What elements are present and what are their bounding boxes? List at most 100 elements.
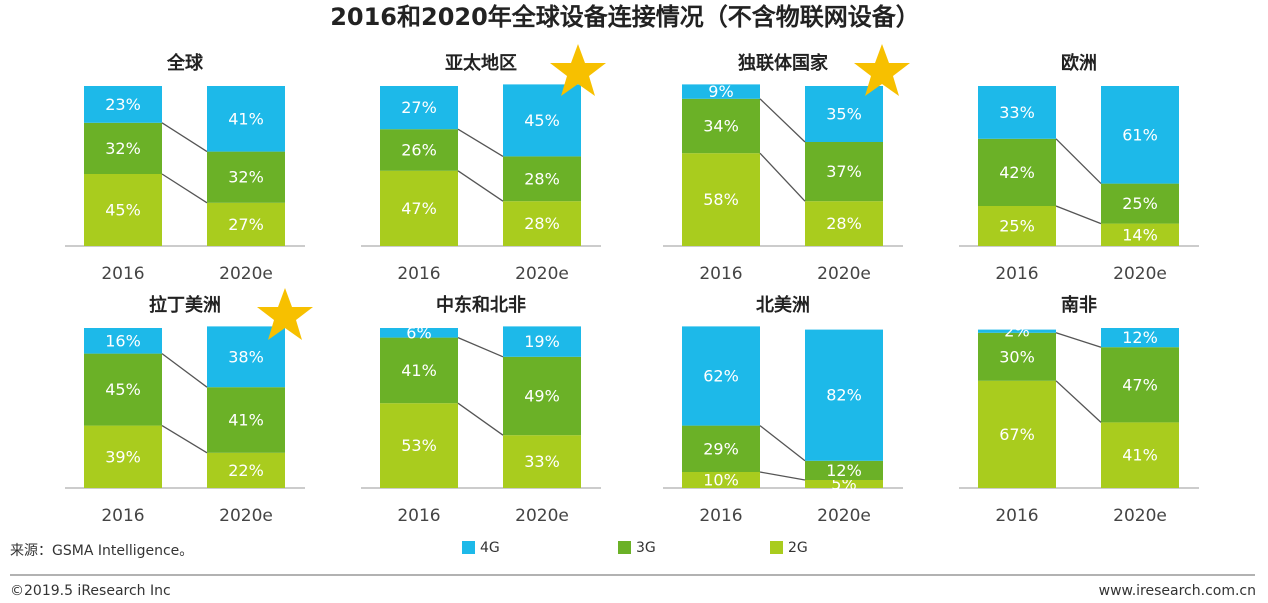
bar-segment <box>1101 86 1179 184</box>
legend-swatch <box>462 541 475 554</box>
bar-segment <box>682 326 760 426</box>
bar-segment <box>682 84 760 99</box>
legend-label: 4G <box>480 540 500 556</box>
legend-swatch <box>770 541 783 554</box>
bar-segment <box>978 86 1056 139</box>
bar-segment <box>1101 328 1179 348</box>
bar-segment <box>805 201 883 246</box>
x-tick-label: 2016 <box>699 264 742 284</box>
x-tick-label: 2016 <box>995 506 1038 526</box>
value-label: 26% <box>401 141 437 160</box>
bar-segment <box>380 403 458 488</box>
value-label: 16% <box>105 331 141 350</box>
x-tick-label: 2016 <box>699 506 742 526</box>
bar-segment <box>503 326 581 357</box>
bar-segment <box>207 452 285 488</box>
value-label: 49% <box>524 387 560 406</box>
legend-label: 3G <box>636 540 656 556</box>
value-label: 61% <box>1122 125 1158 144</box>
bar-segment <box>805 86 883 142</box>
value-label: 27% <box>228 215 264 234</box>
bar-segment <box>380 328 458 338</box>
value-label: 41% <box>1122 446 1158 465</box>
bar-segment <box>978 329 1056 333</box>
value-label: 47% <box>1122 375 1158 394</box>
x-tick-label: 2016 <box>397 264 440 284</box>
panel-title: 全球 <box>166 52 204 74</box>
connector <box>457 402 504 436</box>
value-label: 10% <box>703 471 739 490</box>
panel-title: 南非 <box>1061 294 1097 316</box>
legend-swatch <box>618 541 631 554</box>
x-tick-label: 2020e <box>515 506 569 526</box>
value-label: 41% <box>228 411 264 430</box>
bar-segment <box>682 472 760 488</box>
bar-segment <box>503 156 581 202</box>
x-tick-label: 2016 <box>101 506 144 526</box>
value-label: 28% <box>524 214 560 233</box>
bar-segment <box>84 353 162 426</box>
x-tick-label: 2020e <box>219 264 273 284</box>
value-label: 82% <box>826 386 862 405</box>
bar-segment <box>805 329 883 461</box>
bar-segment <box>978 380 1056 488</box>
x-tick-label: 2016 <box>995 264 1038 284</box>
panel-title: 北美洲 <box>756 294 810 316</box>
value-label: 47% <box>401 199 437 218</box>
value-label: 14% <box>1122 225 1158 244</box>
connector <box>1055 205 1102 225</box>
bar-segment <box>207 202 285 246</box>
value-label: 33% <box>999 103 1035 122</box>
x-tick-label: 2020e <box>1113 264 1167 284</box>
bar-segment <box>380 129 458 171</box>
connector <box>1055 380 1102 423</box>
value-label: 35% <box>826 105 862 124</box>
bar-segment <box>1101 183 1179 224</box>
bar-segment <box>503 84 581 157</box>
bar-segment <box>84 122 162 174</box>
bar-segment <box>1101 422 1179 488</box>
charts: 全球 45% 32% 23% 2016 27% 32% 41% 2020e 亚太地区 47% 26% 2… <box>65 52 1199 526</box>
connector <box>161 353 208 388</box>
panel-title: 欧洲 <box>1061 52 1097 74</box>
value-label: 58% <box>703 190 739 209</box>
value-label: 34% <box>703 117 739 136</box>
value-label: 9% <box>708 82 733 101</box>
star <box>550 44 606 96</box>
copyright: ©2019.5 iResearch Inc <box>10 583 171 599</box>
x-tick-label: 2016 <box>397 506 440 526</box>
main-title: 2016和2020年全球设备连接情况（不含物联网设备） <box>330 3 920 31</box>
bar-segment <box>978 206 1056 246</box>
x-tick-label: 2020e <box>817 506 871 526</box>
bar-segment <box>1101 347 1179 423</box>
value-label: 41% <box>228 109 264 128</box>
value-label: 32% <box>105 139 141 158</box>
panel-title: 亚太地区 <box>445 52 517 74</box>
bar-segment <box>207 387 285 453</box>
value-label: 19% <box>524 332 560 351</box>
value-label: 29% <box>703 439 739 458</box>
bar-segment <box>84 425 162 488</box>
bar-segment <box>682 153 760 246</box>
bar-segment <box>380 337 458 404</box>
value-label: 38% <box>228 347 264 366</box>
bar-segment <box>1101 223 1179 246</box>
legend-label: 2G <box>788 540 808 556</box>
value-label: 37% <box>826 162 862 181</box>
connector <box>759 471 806 481</box>
value-label: 42% <box>999 163 1035 182</box>
bar-segment <box>978 138 1056 206</box>
x-tick-label: 2020e <box>817 264 871 284</box>
value-label: 33% <box>524 452 560 471</box>
connector <box>1055 138 1102 185</box>
connector <box>759 152 806 202</box>
connector <box>457 128 504 157</box>
bar-segment <box>380 86 458 130</box>
connector <box>759 98 806 143</box>
bar-segment <box>805 142 883 202</box>
star <box>854 44 910 96</box>
bar-segment <box>84 86 162 123</box>
connector <box>1055 332 1102 348</box>
bar-segment <box>207 151 285 203</box>
